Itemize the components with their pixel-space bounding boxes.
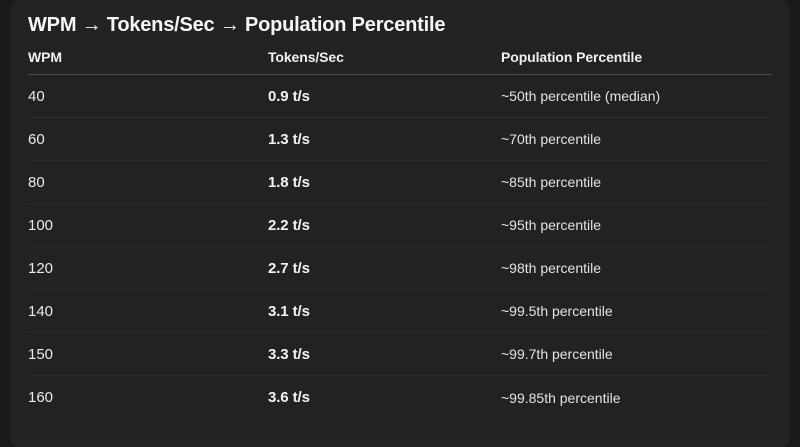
table-row: 150 3.3 t/s ~99.7th percentile [28, 333, 772, 376]
cell-wpm: 60 [28, 130, 45, 148]
cell-tokens-per-sec: 2.7 t/s [268, 259, 310, 277]
cell-wpm: 160 [28, 389, 54, 406]
cell-population-percentile: ~99.7th percentile [501, 346, 613, 362]
cell-population-percentile: ~50th percentile (median) [501, 88, 661, 104]
cell-population-percentile: ~85th percentile [501, 174, 602, 190]
cell-wpm: 100 [28, 216, 54, 234]
table-row: 140 3.1 t/s ~99.5th percentile [28, 290, 772, 333]
cell-wpm: 40 [28, 87, 45, 105]
cell-wpm: 140 [28, 302, 54, 320]
cell-wpm: 120 [28, 259, 54, 277]
conversion-table-card: WPM → Tokens/Sec → Population Percentile… [10, 0, 790, 447]
table-row: 40 0.9 t/s ~50th percentile (median) [28, 75, 772, 118]
cell-tokens-per-sec: 1.3 t/s [268, 130, 310, 148]
cell-wpm: 80 [28, 173, 45, 191]
cell-population-percentile: ~95th percentile [501, 217, 602, 233]
page-title: WPM → Tokens/Sec → Population Percentile [28, 14, 446, 36]
cell-tokens-per-sec: 3.3 t/s [268, 345, 310, 363]
cell-tokens-per-sec: 0.9 t/s [268, 87, 310, 105]
cell-tokens-per-sec: 3.6 t/s [268, 389, 310, 406]
cell-population-percentile: ~99.85th percentile [501, 389, 621, 406]
table-row: 120 2.7 t/s ~98th percentile [28, 247, 772, 290]
column-header-population-percentile: Population Percentile [501, 49, 643, 65]
table-row: 100 2.2 t/s ~95th percentile [28, 204, 772, 247]
column-header-tokens-per-sec: Tokens/Sec [268, 49, 344, 65]
table-header-row: WPM Tokens/Sec Population Percentile [28, 37, 772, 75]
column-header-wpm: WPM [28, 49, 62, 65]
cell-tokens-per-sec: 1.8 t/s [268, 173, 310, 191]
table-row: 160 3.6 t/s ~99.85th percentile [28, 376, 772, 419]
cell-wpm: 150 [28, 345, 54, 363]
table-body: 40 0.9 t/s ~50th percentile (median) 60 … [28, 75, 772, 419]
conversion-table: WPM Tokens/Sec Population Percentile 40 … [28, 37, 772, 419]
table-row: 80 1.8 t/s ~85th percentile [28, 161, 772, 204]
cell-population-percentile: ~99.5th percentile [501, 303, 613, 319]
cell-tokens-per-sec: 3.1 t/s [268, 302, 310, 320]
cell-population-percentile: ~70th percentile [501, 131, 602, 147]
cell-tokens-per-sec: 2.2 t/s [268, 216, 310, 234]
cell-population-percentile: ~98th percentile [501, 260, 602, 276]
table-row: 60 1.3 t/s ~70th percentile [28, 118, 772, 161]
